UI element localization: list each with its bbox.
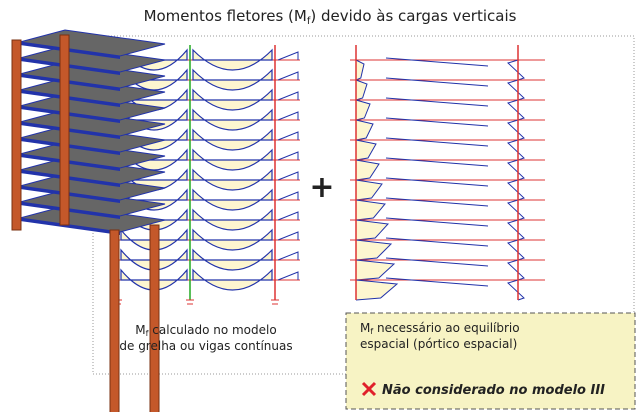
diagram: Momentos fletores (Mf) devido às cargas … (0, 0, 637, 412)
title: Momentos fletores (Mf) devido às cargas … (144, 7, 517, 27)
caption-text: calculado no modelo (148, 323, 276, 337)
left-caption: de grelha ou vigas contínuas (119, 339, 292, 353)
left-caption: Mf calculado no modelo (135, 323, 276, 338)
note-symbol: M (360, 321, 370, 335)
note-text: Mf necessário ao equilíbrio (360, 321, 520, 336)
note-text: espacial (pórtico espacial) (360, 337, 517, 351)
building-column (60, 35, 69, 225)
note-line: necessário ao equilíbrio (373, 321, 519, 335)
caption-symbol: M (135, 323, 145, 337)
building-column (12, 40, 21, 230)
building-column (110, 230, 119, 412)
title-text: ) devido às cargas verticais (310, 7, 516, 25)
building-column (150, 225, 159, 412)
title-text: Momentos fletores (M (144, 7, 307, 25)
plus: + (309, 170, 334, 205)
warning: Não considerado no modelo III (382, 383, 605, 398)
